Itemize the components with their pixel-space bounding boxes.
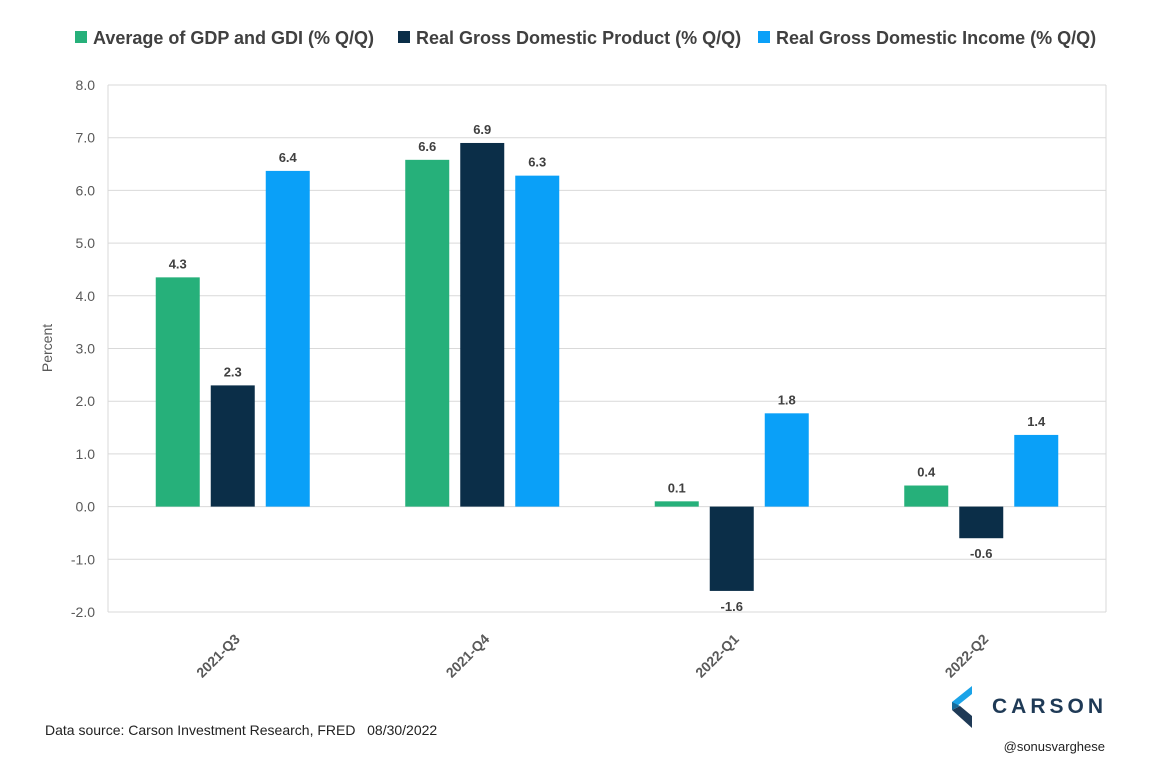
data-label: 4.3 bbox=[169, 256, 187, 271]
data-label: 1.4 bbox=[1027, 414, 1046, 429]
data-label: 6.6 bbox=[418, 139, 436, 154]
bar bbox=[460, 142, 505, 507]
legend-swatch bbox=[398, 31, 410, 43]
bar bbox=[515, 175, 560, 507]
x-axis-categories: 2021-Q3 2021-Q4 2022-Q1 2022-Q2 bbox=[193, 631, 991, 681]
legend-label: Real Gross Domestic Product (% Q/Q) bbox=[416, 28, 741, 48]
data-label: -0.6 bbox=[970, 546, 992, 561]
bars bbox=[155, 142, 1059, 591]
data-label: 2.3 bbox=[224, 364, 242, 379]
legend-label: Real Gross Domestic Income (% Q/Q) bbox=[776, 28, 1096, 48]
x-category-label: 2021-Q4 bbox=[443, 631, 493, 681]
legend-swatch bbox=[758, 31, 770, 43]
brand-logo: CARSON bbox=[950, 686, 1110, 728]
x-category-label: 2022-Q2 bbox=[942, 631, 992, 681]
data-label: 6.9 bbox=[473, 122, 491, 137]
y-tick-label: -1.0 bbox=[71, 551, 95, 567]
legend-swatch bbox=[75, 31, 87, 43]
chart: Average of GDP and GDI (% Q/Q) Real Gross… bbox=[39, 28, 1107, 681]
data-label: 6.3 bbox=[528, 155, 546, 170]
y-tick-label: 6.0 bbox=[76, 182, 96, 198]
gridlines bbox=[107, 84, 1107, 613]
y-tick-label: -2.0 bbox=[71, 604, 95, 620]
data-label: 6.4 bbox=[279, 150, 298, 165]
y-tick-label: 4.0 bbox=[76, 288, 96, 304]
bar bbox=[904, 485, 949, 507]
data-source-note: Data source: Carson Investment Research,… bbox=[45, 722, 438, 738]
bar bbox=[959, 506, 1004, 539]
legend: Average of GDP and GDI (% Q/Q) Real Gross… bbox=[75, 28, 1096, 48]
bar bbox=[654, 501, 699, 507]
bar bbox=[709, 506, 754, 591]
brand-name: CARSON bbox=[992, 695, 1108, 718]
y-tick-label: 8.0 bbox=[76, 77, 96, 93]
bar bbox=[210, 385, 255, 507]
author-handle: @sonusvarghese bbox=[1003, 739, 1105, 754]
y-tick-label: 3.0 bbox=[76, 341, 96, 357]
y-axis-ticks: 8.0 7.0 6.0 5.0 4.0 3.0 2.0 1.0 0.0 -1.0 -2.0 bbox=[71, 77, 95, 620]
x-category-label: 2022-Q1 bbox=[692, 631, 742, 681]
bar bbox=[1014, 434, 1059, 507]
carson-chevron-icon bbox=[952, 686, 972, 728]
y-tick-label: 7.0 bbox=[76, 130, 96, 146]
legend-label: Average of GDP and GDI (% Q/Q) bbox=[93, 28, 374, 48]
data-labels: 4.3 2.3 6.4 6.6 6.9 6.3 0.1 -1.6 1.8 0.4 -0.6 1.4 bbox=[169, 122, 1046, 614]
x-category-label: 2021-Q3 bbox=[193, 631, 243, 681]
y-axis-title: Percent bbox=[39, 324, 55, 372]
data-label: 1.8 bbox=[778, 392, 796, 407]
y-tick-label: 5.0 bbox=[76, 235, 96, 251]
y-tick-label: 0.0 bbox=[76, 499, 96, 515]
data-label: 0.1 bbox=[668, 480, 686, 495]
bar bbox=[265, 170, 310, 507]
bar bbox=[405, 159, 450, 507]
bar bbox=[155, 277, 200, 507]
y-tick-label: 2.0 bbox=[76, 393, 96, 409]
bar bbox=[764, 413, 809, 507]
data-label: 0.4 bbox=[917, 465, 936, 480]
y-tick-label: 1.0 bbox=[76, 446, 96, 462]
data-label: -1.6 bbox=[721, 599, 743, 614]
